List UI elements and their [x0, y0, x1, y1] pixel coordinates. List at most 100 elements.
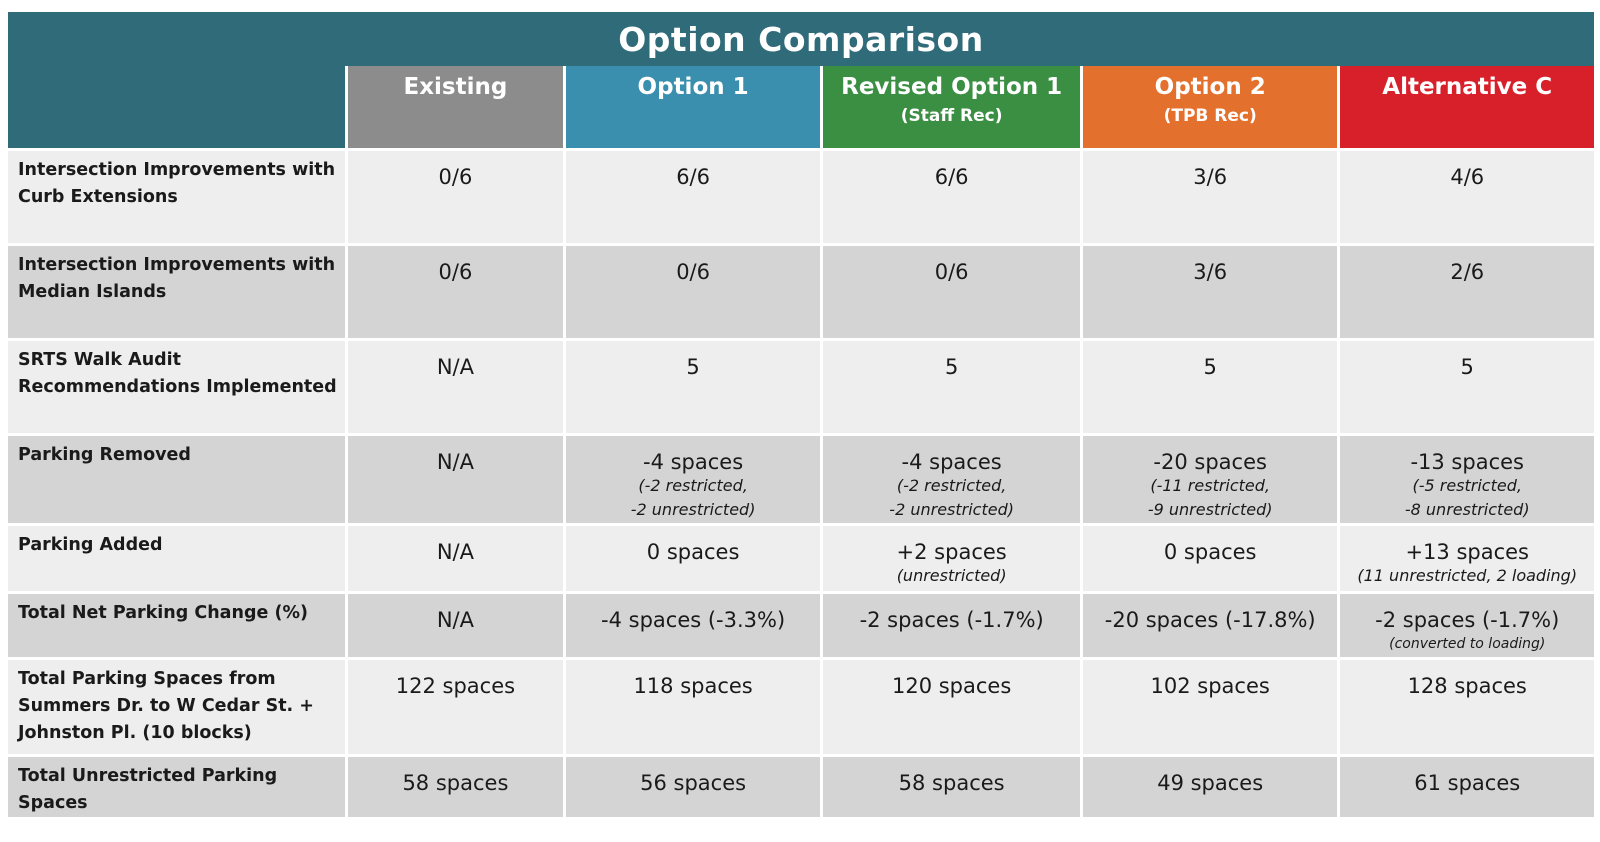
cell-existing: N/A [348, 436, 563, 526]
cell-option-1: 0/6 [565, 246, 821, 341]
cell-detail: (-5 restricted, [1412, 476, 1522, 495]
cell-revised-option-1: +2 spaces (unrestricted) [823, 526, 1080, 594]
cell-value: N/A [436, 540, 474, 564]
table-row-net-parking-change: Total Net Parking Change (%) N/A -4 spac… [8, 594, 1594, 660]
column-header-existing: Existing [348, 66, 563, 151]
row-label: Parking Added [8, 526, 345, 594]
cell-value: 61 spaces [1414, 771, 1521, 795]
cell-value: -13 spaces [1410, 450, 1524, 474]
table-title: Option Comparison [8, 12, 1594, 66]
cell-detail: (-2 restricted, [896, 476, 1007, 495]
cell-revised-option-1: 120 spaces [823, 660, 1080, 757]
row-label: SRTS Walk Audit Recommendations Implemen… [8, 341, 345, 436]
column-header-label: Revised Option 1 [841, 74, 1063, 100]
cell-value: -4 spaces (-3.3%) [601, 608, 786, 632]
cell-value: 3/6 [1193, 260, 1228, 284]
cell-value: 58 spaces [898, 771, 1005, 795]
cell-value: 5 [944, 355, 959, 379]
cell-option-2: 102 spaces [1082, 660, 1338, 757]
cell-value: 118 spaces [633, 674, 753, 698]
cell-detail: (-2 restricted, [638, 476, 748, 495]
cell-value: 120 spaces [891, 674, 1012, 698]
cell-value: 5 [1460, 355, 1474, 379]
cell-alternative-c: 2/6 [1340, 246, 1594, 341]
cell-option-2: 49 spaces [1082, 757, 1338, 820]
cell-value: +13 spaces [1405, 540, 1529, 564]
row-label: Total Parking Spaces from Summers Dr. to… [8, 660, 345, 757]
table-row-total-parking-spaces: Total Parking Spaces from Summers Dr. to… [8, 660, 1594, 757]
cell-value: 56 spaces [640, 771, 747, 795]
cell-value: 2/6 [1450, 260, 1485, 284]
cell-option-2: 0 spaces [1082, 526, 1338, 594]
row-label: Total Unrestricted Parking Spaces [8, 757, 345, 820]
cell-value: 0 spaces [1163, 540, 1257, 564]
cell-detail: (-11 restricted, [1150, 476, 1271, 495]
cell-existing: 0/6 [348, 246, 563, 341]
cell-alternative-c: -13 spaces (-5 restricted, -8 unrestrict… [1340, 436, 1594, 526]
cell-value: 4/6 [1450, 165, 1485, 189]
table-row-unrestricted-parking: Total Unrestricted Parking Spaces 58 spa… [8, 757, 1594, 820]
table-row-srts-walk-audit: SRTS Walk Audit Recommendations Implemen… [8, 341, 1594, 436]
cell-value: N/A [436, 608, 474, 632]
cell-value: 58 spaces [402, 771, 509, 795]
table-row-parking-removed: Parking Removed N/A -4 spaces (-2 restri… [8, 436, 1594, 526]
cell-value: N/A [436, 355, 474, 379]
cell-option-1: 56 spaces [565, 757, 821, 820]
column-header-label: Existing [403, 74, 508, 100]
cell-note: (converted to loading) [1389, 636, 1546, 652]
cell-value: 3/6 [1193, 165, 1228, 189]
cell-option-1: 6/6 [565, 151, 821, 246]
cell-revised-option-1: 5 [823, 341, 1080, 436]
cell-option-1: 118 spaces [565, 660, 821, 757]
cell-detail: (unrestricted) [896, 566, 1007, 585]
cell-existing: N/A [348, 341, 563, 436]
row-label: Intersection Improvements with Median Is… [8, 246, 345, 341]
cell-option-2: -20 spaces (-17.8%) [1082, 594, 1338, 660]
cell-revised-option-1: -4 spaces (-2 restricted, -2 unrestricte… [823, 436, 1080, 526]
table-row-median-islands: Intersection Improvements with Median Is… [8, 246, 1594, 341]
cell-value: -4 spaces [643, 450, 744, 474]
comparison-slide: Option Comparison Existing Option 1 Revi… [8, 12, 1594, 820]
cell-alternative-c: -2 spaces (-1.7%) (converted to loading) [1340, 594, 1594, 660]
column-header-sublabel: (TPB Rec) [1163, 106, 1257, 126]
cell-detail: -9 unrestricted) [1147, 500, 1273, 519]
cell-value: -2 spaces (-1.7%) [1375, 608, 1560, 632]
cell-existing: N/A [348, 594, 563, 660]
cell-alternative-c: 5 [1340, 341, 1594, 436]
cell-option-2: 3/6 [1082, 246, 1338, 341]
cell-option-2: 5 [1082, 341, 1338, 436]
cell-existing: 122 spaces [348, 660, 563, 757]
column-header-sublabel: (Staff Rec) [900, 106, 1003, 126]
cell-value: 0 spaces [646, 540, 740, 564]
cell-value: -20 spaces [1153, 450, 1267, 474]
cell-revised-option-1: 58 spaces [823, 757, 1080, 820]
row-label: Parking Removed [8, 436, 345, 526]
cell-value: 49 spaces [1157, 771, 1264, 795]
cell-existing: 0/6 [348, 151, 563, 246]
column-header-alternative-c: Alternative C [1340, 66, 1594, 151]
cell-value: 0/6 [438, 260, 473, 284]
cell-value: N/A [436, 450, 474, 474]
cell-value: 6/6 [676, 165, 710, 189]
column-header-label: Option 2 [1154, 74, 1266, 100]
cell-value: 0/6 [438, 165, 473, 189]
cell-existing: N/A [348, 526, 563, 594]
cell-revised-option-1: 6/6 [823, 151, 1080, 246]
cell-value: -2 spaces (-1.7%) [859, 608, 1044, 632]
column-header-option-1: Option 1 [565, 66, 821, 151]
row-label: Total Net Parking Change (%) [8, 594, 345, 660]
cell-alternative-c: 61 spaces [1340, 757, 1594, 820]
cell-option-2: -20 spaces (-11 restricted, -9 unrestric… [1082, 436, 1338, 526]
column-header-option-2: Option 2 (TPB Rec) [1082, 66, 1338, 151]
cell-value: 0/6 [676, 260, 710, 284]
table-row-parking-added: Parking Added N/A 0 spaces +2 spaces (un… [8, 526, 1594, 594]
cell-value: 0/6 [934, 260, 969, 284]
cell-alternative-c: 4/6 [1340, 151, 1594, 246]
column-header-label: Alternative C [1382, 74, 1553, 100]
cell-revised-option-1: 0/6 [823, 246, 1080, 341]
column-header-revised-option-1: Revised Option 1 (Staff Rec) [823, 66, 1080, 151]
table-row-curb-extensions: Intersection Improvements with Curb Exte… [8, 151, 1594, 246]
cell-alternative-c: +13 spaces (11 unrestricted, 2 loading) [1340, 526, 1594, 594]
cell-value: -4 spaces [901, 450, 1002, 474]
cell-value: 128 spaces [1407, 674, 1527, 698]
